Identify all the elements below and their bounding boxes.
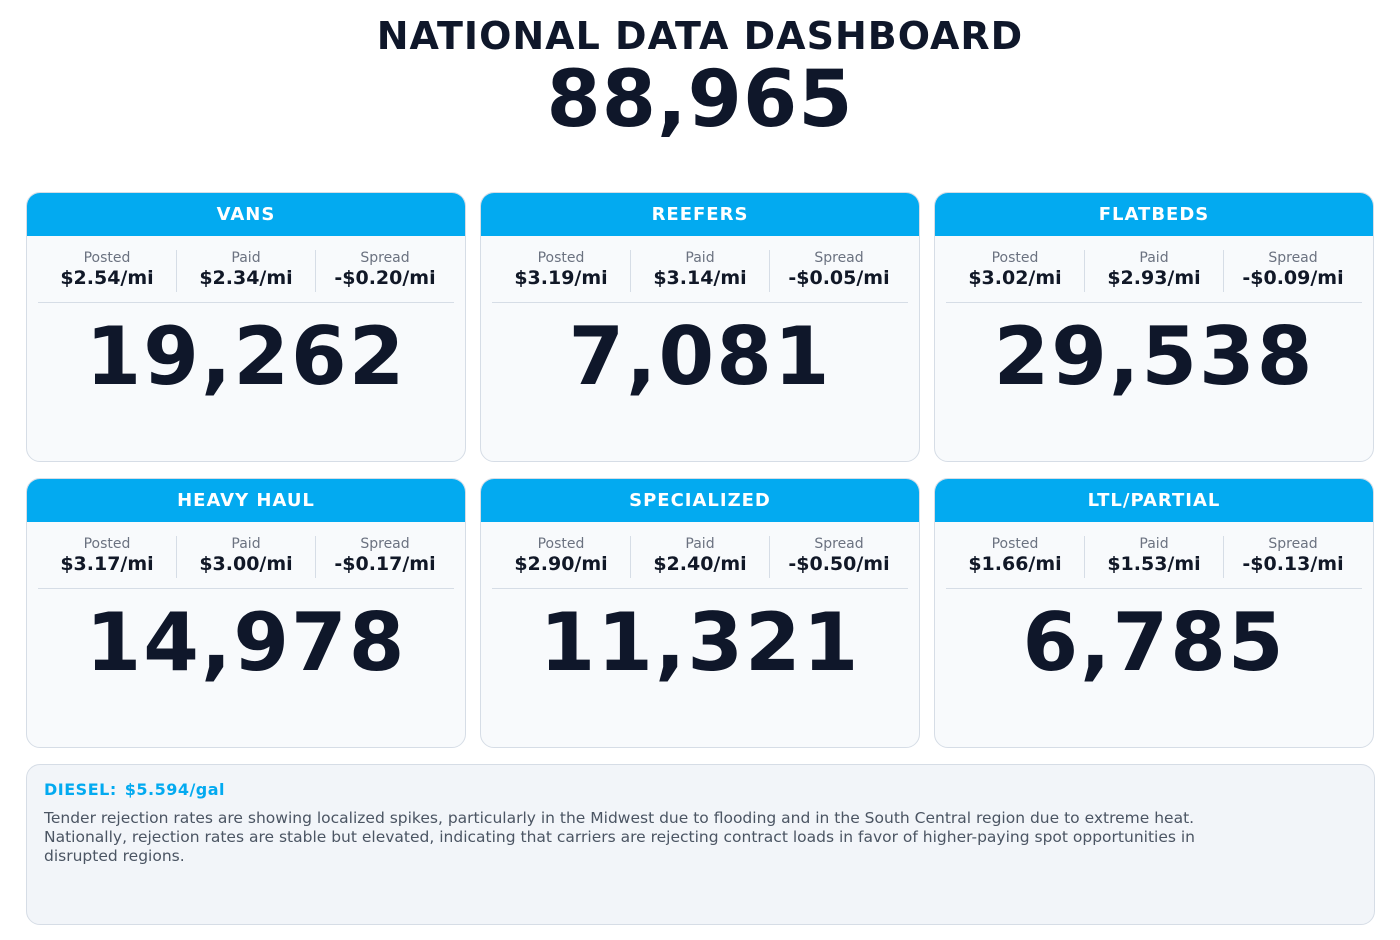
rate-stats: Posted $2.54/mi Paid $2.34/mi Spread -$0… <box>38 250 454 303</box>
paid-value: $3.00/mi <box>199 553 293 575</box>
card-specialized: SPECIALIZED Posted $2.90/mi Paid $2.40/m… <box>480 478 920 748</box>
dashboard-header: NATIONAL DATA DASHBOARD 88,965 <box>0 0 1400 142</box>
posted-label: Posted <box>991 536 1039 552</box>
spread-label: Spread <box>360 250 410 266</box>
card-title: REEFERS <box>481 193 919 236</box>
rate-stats: Posted $3.19/mi Paid $3.14/mi Spread -$0… <box>492 250 908 303</box>
spread-stat: Spread -$0.20/mi <box>316 250 454 292</box>
card-title: FLATBEDS <box>935 193 1373 236</box>
load-count: 19,262 <box>85 310 407 403</box>
paid-value: $2.40/mi <box>653 553 747 575</box>
spread-stat: Spread -$0.13/mi <box>1224 536 1362 578</box>
posted-label: Posted <box>537 250 585 266</box>
spread-label: Spread <box>1268 250 1318 266</box>
paid-value: $1.53/mi <box>1107 553 1201 575</box>
load-count: 6,785 <box>1022 596 1286 689</box>
spread-stat: Spread -$0.17/mi <box>316 536 454 578</box>
card-ltl-partial: LTL/PARTIAL Posted $1.66/mi Paid $1.53/m… <box>934 478 1374 748</box>
paid-stat: Paid $2.40/mi <box>631 536 770 578</box>
load-count: 11,321 <box>539 596 861 689</box>
card-flatbeds: FLATBEDS Posted $3.02/mi Paid $2.93/mi S… <box>934 192 1374 462</box>
spread-label: Spread <box>814 250 864 266</box>
spread-label: Spread <box>1268 536 1318 552</box>
spread-value: -$0.13/mi <box>1242 553 1344 575</box>
diesel-value: $5.594/gal <box>124 780 226 799</box>
posted-value: $1.66/mi <box>968 553 1062 575</box>
paid-label: Paid <box>685 536 715 552</box>
paid-stat: Paid $3.14/mi <box>631 250 770 292</box>
spread-label: Spread <box>360 536 410 552</box>
diesel-price: DIESEL: $5.594/gal <box>44 780 1357 800</box>
load-count: 14,978 <box>85 596 407 689</box>
posted-stat: Posted $3.19/mi <box>492 250 631 292</box>
paid-value: $2.34/mi <box>199 267 293 289</box>
load-count: 7,081 <box>568 310 832 403</box>
paid-label: Paid <box>231 250 261 266</box>
spread-value: -$0.05/mi <box>788 267 890 289</box>
card-title: HEAVY HAUL <box>27 479 465 522</box>
rate-stats: Posted $3.02/mi Paid $2.93/mi Spread -$0… <box>946 250 1362 303</box>
card-title: LTL/PARTIAL <box>935 479 1373 522</box>
rate-stats: Posted $2.90/mi Paid $2.40/mi Spread -$0… <box>492 536 908 589</box>
market-commentary: Tender rejection rates are showing local… <box>44 809 1195 865</box>
card-title: SPECIALIZED <box>481 479 919 522</box>
paid-stat: Paid $3.00/mi <box>177 536 316 578</box>
posted-value: $3.17/mi <box>60 553 154 575</box>
diesel-label: DIESEL: <box>44 780 117 799</box>
posted-label: Posted <box>991 250 1039 266</box>
posted-value: $2.54/mi <box>60 267 154 289</box>
rate-stats: Posted $3.17/mi Paid $3.00/mi Spread -$0… <box>38 536 454 589</box>
posted-value: $2.90/mi <box>514 553 608 575</box>
paid-stat: Paid $1.53/mi <box>1085 536 1224 578</box>
posted-stat: Posted $2.54/mi <box>38 250 177 292</box>
posted-stat: Posted $1.66/mi <box>946 536 1085 578</box>
card-reefers: REEFERS Posted $3.19/mi Paid $3.14/mi Sp… <box>480 192 920 462</box>
posted-label: Posted <box>537 536 585 552</box>
paid-value: $2.93/mi <box>1107 267 1201 289</box>
posted-label: Posted <box>83 536 131 552</box>
spread-label: Spread <box>814 536 864 552</box>
rate-stats: Posted $1.66/mi Paid $1.53/mi Spread -$0… <box>946 536 1362 589</box>
posted-stat: Posted $3.02/mi <box>946 250 1085 292</box>
equipment-grid: VANS Posted $2.54/mi Paid $2.34/mi Sprea… <box>26 192 1374 748</box>
card-heavy-haul: HEAVY HAUL Posted $3.17/mi Paid $3.00/mi… <box>26 478 466 748</box>
spread-stat: Spread -$0.50/mi <box>770 536 908 578</box>
posted-value: $3.02/mi <box>968 267 1062 289</box>
load-count: 29,538 <box>993 310 1315 403</box>
paid-value: $3.14/mi <box>653 267 747 289</box>
card-title: VANS <box>27 193 465 236</box>
posted-stat: Posted $2.90/mi <box>492 536 631 578</box>
spread-value: -$0.50/mi <box>788 553 890 575</box>
card-vans: VANS Posted $2.54/mi Paid $2.34/mi Sprea… <box>26 192 466 462</box>
spread-value: -$0.17/mi <box>334 553 436 575</box>
paid-label: Paid <box>685 250 715 266</box>
posted-label: Posted <box>83 250 131 266</box>
paid-stat: Paid $2.34/mi <box>177 250 316 292</box>
page-title: NATIONAL DATA DASHBOARD <box>376 14 1024 58</box>
spread-value: -$0.20/mi <box>334 267 436 289</box>
spread-stat: Spread -$0.05/mi <box>770 250 908 292</box>
total-count: 88,965 <box>546 55 854 145</box>
paid-label: Paid <box>1139 250 1169 266</box>
posted-stat: Posted $3.17/mi <box>38 536 177 578</box>
paid-label: Paid <box>1139 536 1169 552</box>
paid-stat: Paid $2.93/mi <box>1085 250 1224 292</box>
market-notes-panel: DIESEL: $5.594/gal Tender rejection rates… <box>26 764 1375 925</box>
paid-label: Paid <box>231 536 261 552</box>
spread-stat: Spread -$0.09/mi <box>1224 250 1362 292</box>
posted-value: $3.19/mi <box>514 267 608 289</box>
spread-value: -$0.09/mi <box>1242 267 1344 289</box>
